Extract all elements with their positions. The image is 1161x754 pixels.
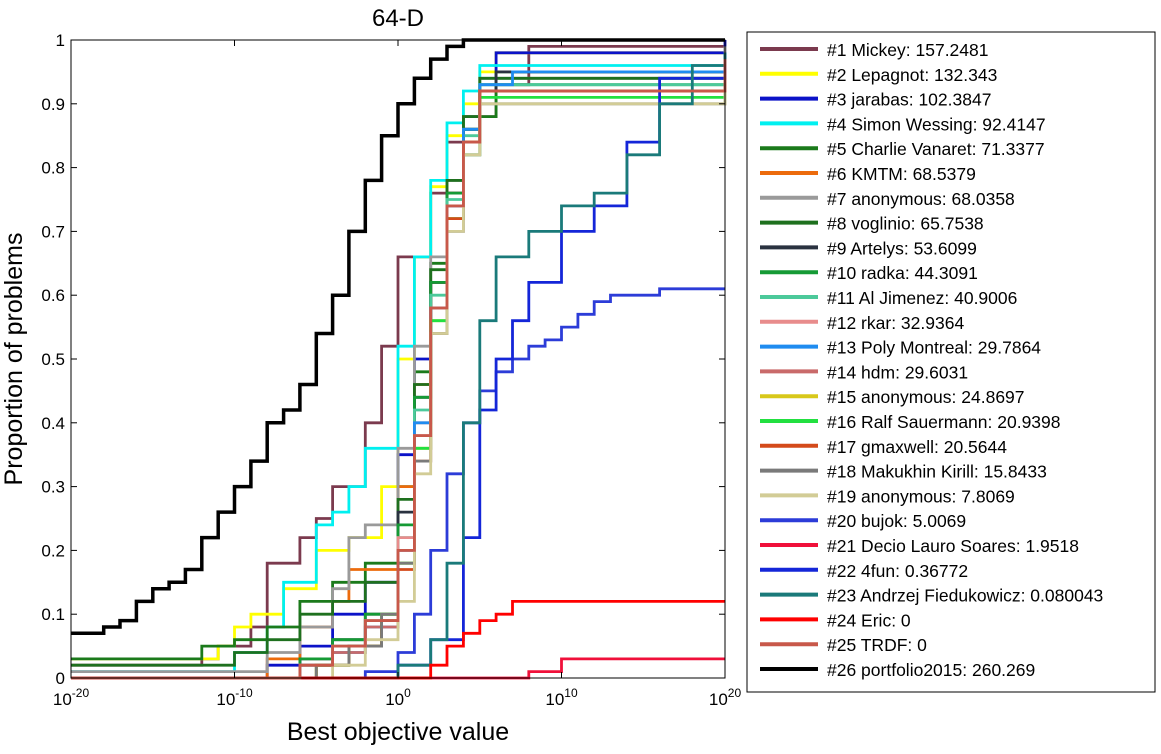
y-tick-label-2: 0.2 — [41, 541, 65, 560]
y-tick-label-6: 0.6 — [41, 286, 65, 305]
series-line-23 — [71, 52, 727, 680]
legend-label-25: #25 TRDF: 0 — [827, 635, 927, 655]
legend-label-2: #2 Lepagnot: 132.343 — [827, 65, 997, 85]
x-tick-label-2: 100 — [385, 686, 411, 709]
legend: #1 Mickey: 157.2481 #2 Lepagnot: 132.343 #… — [760, 40, 1103, 680]
legend-label-16: #16 Ralf Sauermann: 20.9398 — [827, 412, 1061, 432]
y-tick-label-5: 0.5 — [41, 350, 65, 369]
x-axis-label: Best objective value — [287, 718, 509, 746]
series-layer — [71, 38, 727, 680]
legend-label-8: #8 voglinio: 65.7538 — [827, 214, 984, 234]
legend-label-19: #19 anonymous: 7.8069 — [827, 486, 1015, 506]
series-line-24 — [71, 600, 725, 680]
legend-box — [746, 31, 1156, 693]
y-axis-label: Proportion of problems — [0, 233, 28, 486]
legend-label-24: #24 Eric: 0 — [827, 610, 911, 630]
legend-label-14: #14 hdm: 29.6031 — [827, 362, 968, 382]
legend-label-1: #1 Mickey: 157.2481 — [827, 40, 989, 60]
x-tick-label-1: 10-10 — [216, 686, 253, 709]
legend-label-4: #4 Simon Wessing: 92.4147 — [827, 114, 1046, 134]
legend-label-10: #10 radka: 44.3091 — [827, 263, 978, 283]
legend-label-5: #5 Charlie Vanaret: 71.3377 — [827, 139, 1045, 159]
chart-title: 64-D — [372, 5, 424, 32]
x-tick-label-4: 1020 — [709, 686, 742, 709]
legend-label-23: #23 Andrzej Fiedukowicz: 0.080043 — [827, 586, 1103, 606]
legend-label-7: #7 anonymous: 68.0358 — [827, 189, 1015, 209]
y-tick-label-4: 0.4 — [41, 414, 65, 433]
y-tick-label-7: 0.7 — [41, 222, 65, 241]
y-tick-label-0: 0 — [56, 669, 65, 688]
y-tick-label-10: 1 — [56, 31, 65, 50]
legend-label-6: #6 KMTM: 68.5379 — [827, 164, 976, 184]
x-tick-label-3: 1010 — [545, 686, 578, 709]
series-line-20 — [71, 287, 725, 680]
legend-label-11: #11 Al Jimenez: 40.9006 — [827, 288, 1017, 308]
legend-label-26: #26 portfolio2015: 260.269 — [827, 660, 1035, 680]
y-tick-label-8: 0.8 — [41, 159, 65, 178]
legend-label-15: #15 anonymous: 24.8697 — [827, 387, 1025, 407]
y-tick-label-1: 0.1 — [41, 605, 65, 624]
legend-label-13: #13 Poly Montreal: 29.7864 — [827, 338, 1041, 358]
y-ticks: 0 0.1 0.2 0.3 0.4 0.5 0.6 0.7 0.8 0.9 1 — [41, 31, 725, 688]
series-line-2 — [71, 40, 727, 661]
y-tick-label-3: 0.3 — [41, 478, 65, 497]
legend-label-17: #17 gmaxwell: 20.5644 — [827, 437, 1007, 457]
legend-label-3: #3 jarabas: 102.3847 — [827, 90, 991, 110]
y-tick-label-9: 0.9 — [41, 95, 65, 114]
legend-label-18: #18 Makukhin Kirill: 15.8433 — [827, 462, 1047, 482]
series-line-26 — [71, 38, 725, 636]
legend-label-9: #9 Artelys: 53.6099 — [827, 238, 977, 258]
legend-label-22: #22 4fun: 0.36772 — [827, 561, 968, 581]
legend-label-12: #12 rkar: 32.9364 — [827, 313, 964, 333]
series-line-25 — [71, 59, 727, 680]
x-tick-label-0: 10-20 — [53, 686, 90, 709]
series-line-19 — [71, 65, 727, 680]
x-ticks: 10-20 10-10 100 1010 1020 — [53, 40, 742, 709]
legend-label-20: #20 bujok: 5.0069 — [827, 511, 966, 531]
legend-label-21: #21 Decio Lauro Soares: 1.9518 — [827, 536, 1079, 556]
